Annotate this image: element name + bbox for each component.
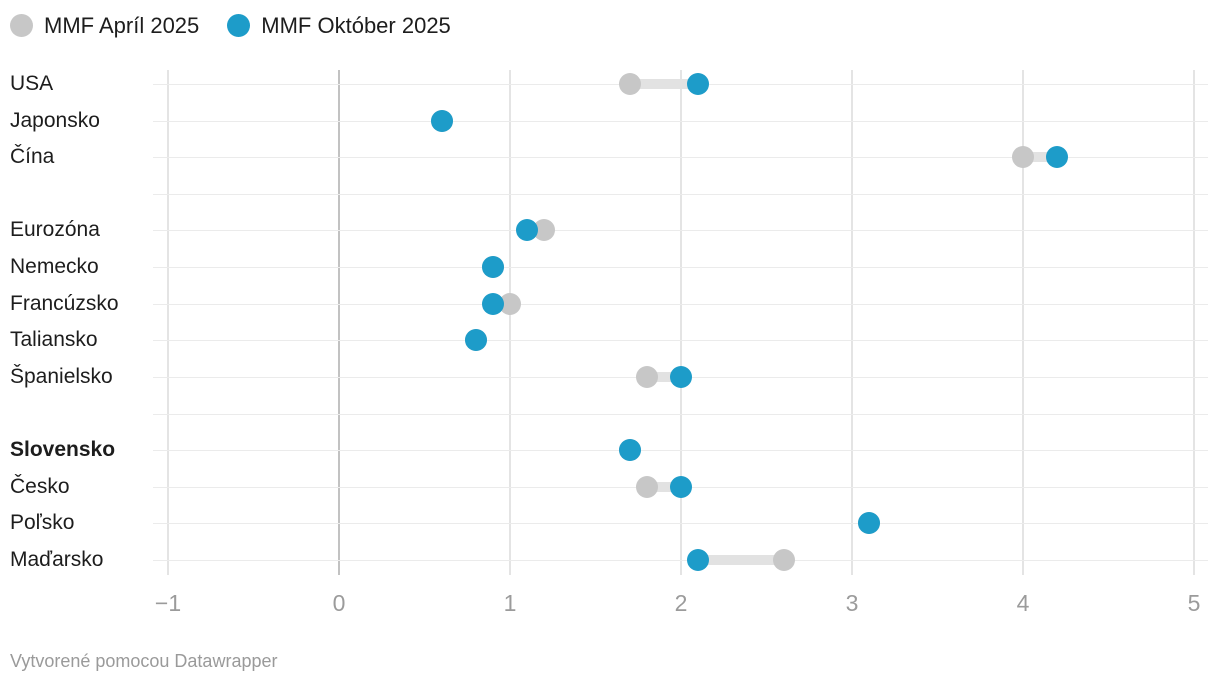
row-label: Francúzsko [10,292,119,316]
row-grid-line [153,414,1208,415]
grid-line-vertical [851,70,853,575]
dot-april [618,73,641,95]
range-connector [1023,152,1058,162]
dot-april [635,366,658,388]
zero-grid-line [338,70,340,575]
dot-october [670,476,692,498]
grid-line-vertical [680,70,682,575]
axis-tick-label: 2 [674,590,688,616]
axis-tick-label: −1 [154,590,182,616]
axis-tick-label: 0 [332,590,346,616]
dot-october [858,512,881,534]
row-label: Čína [10,145,55,169]
dot-april [1012,146,1034,168]
row-label: Poľsko [10,511,75,535]
april-dot-icon [10,14,33,37]
legend: MMF Apríl 2025 MMF Október 2025 [10,14,451,37]
row-label: Japonsko [10,109,100,133]
range-connector [629,79,699,89]
row-grid-line [153,267,1208,268]
row-label: Česko [10,475,70,499]
row-grid-line [153,340,1208,341]
row-grid-line [153,450,1208,451]
range-connector [698,555,784,565]
dumbbell-chart: −1 0 1 2 3 4 5 USA Japonsko Čína Eurozóna Nemecko Fr… [0,60,1220,625]
range-connector [646,482,681,492]
dot-april [772,549,795,571]
grid-line-vertical [1193,70,1195,575]
legend-label-april: MMF Apríl 2025 [44,12,200,38]
dot-october [516,219,539,241]
row-grid-line [153,560,1208,561]
row-label: USA [10,72,54,96]
dot-october [481,256,504,278]
dot-october [464,329,487,351]
dot-april [499,293,521,315]
row-grid-line [153,304,1208,305]
dot-october [687,549,710,571]
row-grid-line [153,157,1208,158]
row-grid-line [153,230,1208,231]
dot-april [533,219,556,241]
grid-line-vertical [167,70,169,575]
grid-line-vertical [509,70,511,575]
row-label: Eurozóna [10,218,100,242]
grid-line-vertical [1022,70,1024,575]
row-grid-line [153,194,1208,195]
row-label: Taliansko [10,328,98,352]
dot-october [481,293,504,315]
axis-tick-label: 5 [1187,590,1201,616]
dot-october [1046,146,1069,168]
row-label: Nemecko [10,255,99,279]
legend-label-october: MMF Október 2025 [261,12,451,38]
attribution-text: Vytvorené pomocou Datawrapper [10,651,278,671]
row-label: Španielsko [10,365,113,389]
dot-october [687,73,710,95]
row-grid-line [153,523,1208,524]
row-label: Slovensko [10,438,116,462]
axis-tick-label: 3 [845,590,859,616]
legend-item-october: MMF Október 2025 [227,14,451,37]
dot-october [670,366,692,388]
dot-april [635,476,658,498]
october-dot-icon [227,14,251,37]
axis-tick-label: 4 [1016,590,1030,616]
legend-item-april: MMF Apríl 2025 [10,14,199,37]
range-connector [646,372,681,382]
dot-october [618,439,641,461]
axis-tick-label: 1 [503,590,517,616]
row-label: Maďarsko [10,548,104,572]
dot-october [430,110,453,132]
row-grid-line [153,121,1208,122]
